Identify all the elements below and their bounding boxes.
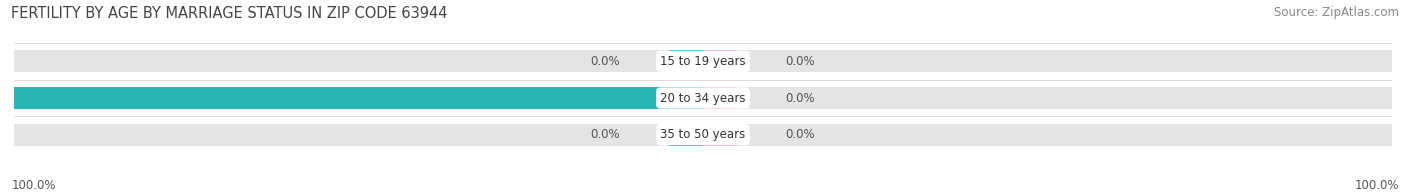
Bar [703,87,738,109]
Text: 0.0%: 0.0% [591,128,620,141]
Bar [14,87,703,109]
Bar [669,50,703,72]
Bar [703,124,1392,146]
Text: 15 to 19 years: 15 to 19 years [661,55,745,68]
Text: 20 to 34 years: 20 to 34 years [661,92,745,104]
Text: 100.0%: 100.0% [1354,179,1399,192]
Bar [703,50,1392,72]
Text: Source: ZipAtlas.com: Source: ZipAtlas.com [1274,6,1399,19]
Bar [703,50,738,72]
Text: 0.0%: 0.0% [786,55,815,68]
Bar [14,87,703,109]
Bar [14,124,703,146]
Text: 35 to 50 years: 35 to 50 years [661,128,745,141]
Text: 0.0%: 0.0% [786,92,815,104]
Text: 0.0%: 0.0% [591,55,620,68]
Text: 100.0%: 100.0% [11,179,56,192]
Bar [14,50,703,72]
Bar [703,124,738,146]
Text: 0.0%: 0.0% [786,128,815,141]
Bar [669,124,703,146]
Bar [703,87,1392,109]
Text: FERTILITY BY AGE BY MARRIAGE STATUS IN ZIP CODE 63944: FERTILITY BY AGE BY MARRIAGE STATUS IN Z… [11,6,447,21]
